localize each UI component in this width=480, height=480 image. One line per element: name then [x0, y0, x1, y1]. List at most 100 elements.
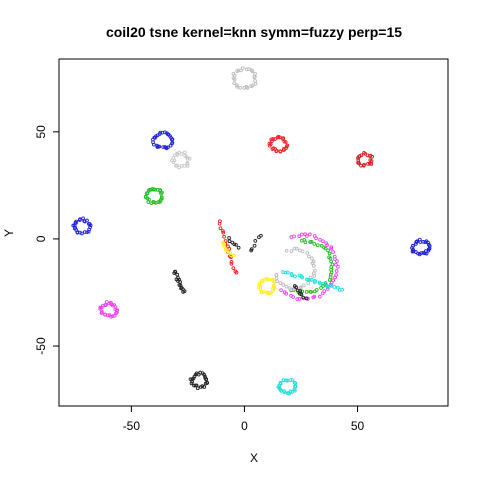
data-point — [414, 242, 418, 246]
data-point — [234, 270, 239, 275]
data-point — [218, 226, 223, 231]
data-point — [259, 290, 264, 295]
data-point — [87, 222, 92, 226]
data-point — [183, 153, 188, 158]
data-point — [297, 234, 302, 239]
data-point — [261, 290, 266, 294]
data-point — [270, 139, 274, 143]
data-point — [175, 163, 179, 168]
data-point — [294, 246, 299, 251]
data-point — [411, 247, 415, 252]
data-point — [182, 164, 187, 168]
data-point — [236, 245, 241, 250]
data-point — [332, 285, 337, 289]
data-point — [272, 283, 276, 288]
data-point — [336, 265, 340, 269]
data-point — [327, 278, 332, 282]
data-point — [178, 280, 182, 284]
data-point — [304, 296, 309, 301]
data-point — [299, 285, 303, 290]
data-point — [329, 270, 334, 275]
data-point — [185, 160, 190, 165]
data-point — [166, 145, 170, 150]
data-point — [301, 295, 305, 300]
data-point — [164, 145, 169, 150]
data-point — [311, 259, 316, 264]
data-point — [229, 259, 234, 264]
data-point — [288, 389, 293, 394]
data-point — [281, 378, 286, 383]
data-point — [318, 237, 322, 242]
data-point — [325, 287, 330, 291]
data-point — [284, 146, 288, 151]
data-point — [153, 135, 157, 140]
data-point — [306, 281, 311, 285]
data-point — [418, 240, 423, 244]
data-point — [322, 289, 327, 293]
data-point — [229, 261, 234, 266]
data-point — [157, 144, 162, 149]
data-point — [205, 380, 209, 385]
data-point — [222, 234, 226, 239]
data-point — [253, 82, 258, 86]
data-point — [319, 286, 323, 290]
data-point — [300, 275, 305, 280]
y-axis: -50 0 50 — [34, 125, 59, 355]
data-point — [145, 191, 150, 196]
data-point — [217, 221, 222, 226]
data-point — [314, 288, 319, 292]
data-point — [259, 279, 264, 283]
data-point — [278, 281, 283, 286]
data-point — [288, 286, 292, 290]
data-point — [85, 230, 89, 235]
data-point — [253, 239, 258, 243]
data-point — [177, 283, 182, 287]
data-point — [282, 148, 286, 152]
data-point — [331, 278, 335, 283]
plot-frame — [58, 58, 449, 407]
data-point — [309, 290, 313, 294]
data-point — [267, 143, 272, 148]
data-point — [292, 285, 297, 290]
data-point — [282, 146, 286, 151]
data-point — [281, 283, 286, 287]
y-tick-label: 0 — [34, 235, 48, 242]
data-point — [289, 235, 294, 239]
data-point — [160, 130, 165, 135]
data-point — [292, 234, 296, 239]
data-point — [317, 294, 322, 299]
data-point — [80, 231, 84, 236]
data-point — [249, 248, 253, 253]
data-point — [284, 144, 289, 149]
data-point — [82, 230, 87, 234]
data-point — [171, 160, 176, 165]
data-point — [292, 387, 297, 392]
data-point — [81, 216, 85, 221]
data-point — [227, 236, 231, 240]
data-point — [253, 71, 257, 76]
data-point — [221, 243, 226, 248]
data-point — [110, 314, 115, 318]
data-point — [297, 273, 302, 278]
data-point — [359, 163, 363, 168]
x-tick-label: 50 — [351, 419, 365, 433]
data-point — [303, 232, 308, 237]
data-point — [304, 290, 309, 294]
data-point — [324, 241, 329, 246]
data-point — [357, 161, 361, 166]
data-point — [226, 250, 231, 255]
data-point — [332, 254, 337, 259]
data-point — [419, 251, 424, 255]
data-point — [274, 273, 279, 277]
data-point — [340, 287, 345, 292]
data-point — [235, 84, 239, 89]
data-point — [327, 251, 332, 256]
data-point — [285, 270, 290, 275]
data-point — [232, 242, 237, 247]
data-point — [282, 390, 287, 395]
data-point — [173, 153, 177, 158]
data-point — [302, 283, 306, 288]
y-axis-label: Y — [2, 229, 16, 237]
data-point — [290, 273, 294, 278]
